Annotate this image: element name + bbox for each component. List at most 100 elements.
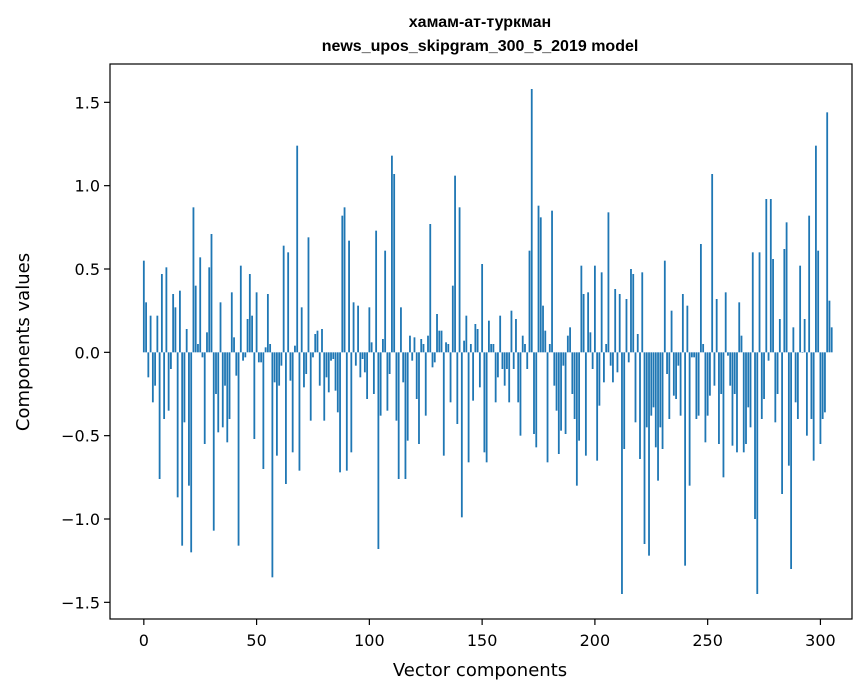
bar-50 — [255, 292, 258, 353]
bar-242 — [688, 352, 691, 486]
bar-69 — [298, 352, 301, 471]
bar-24 — [197, 344, 199, 353]
bar-240 — [684, 352, 687, 566]
bar-125 — [424, 352, 427, 416]
bar-49 — [253, 352, 256, 439]
bar-131 — [438, 330, 441, 353]
bar-204 — [603, 352, 605, 383]
bar-15 — [176, 352, 179, 498]
bar-249 — [704, 352, 707, 443]
bar-297 — [812, 352, 815, 461]
bar-302 — [824, 352, 826, 413]
bar-124 — [422, 344, 425, 353]
chart-subtitle: news_upos_skipgram_300_5_2019 model — [322, 38, 639, 55]
bar-156 — [494, 352, 497, 403]
bar-303 — [826, 112, 829, 353]
bar-151 — [483, 352, 486, 453]
bar-41 — [235, 352, 238, 376]
bar-44 — [242, 352, 244, 361]
bar-235 — [672, 352, 675, 396]
bar-215 — [627, 352, 630, 363]
bar-191 — [573, 352, 576, 419]
bar-183 — [555, 352, 558, 411]
bar-42 — [237, 352, 240, 546]
bar-66 — [291, 352, 294, 453]
bar-304 — [828, 300, 831, 353]
bar-212 — [621, 352, 623, 594]
bar-266 — [742, 352, 745, 453]
bar-100 — [368, 307, 371, 353]
bar-99 — [366, 352, 369, 399]
bar-92 — [350, 352, 353, 453]
bar-106 — [381, 339, 384, 353]
bar-72 — [305, 352, 308, 374]
bar-52 — [260, 352, 263, 363]
bar-205 — [605, 344, 608, 353]
bar-250 — [706, 352, 709, 416]
bar-187 — [564, 352, 567, 434]
bar-11 — [167, 352, 170, 411]
bar-10 — [165, 267, 168, 353]
bar-96 — [359, 352, 362, 378]
bar-146 — [472, 352, 475, 401]
bar-164 — [512, 352, 515, 369]
bar-217 — [632, 274, 635, 353]
chart-title: хамам-ат-туркман — [409, 14, 551, 31]
bar-101 — [370, 342, 373, 353]
bar-37 — [226, 352, 229, 443]
bar-274 — [760, 352, 763, 419]
bar-227 — [654, 352, 657, 448]
bar-168 — [521, 335, 524, 353]
bar-47 — [248, 274, 251, 353]
bar-85 — [334, 352, 337, 391]
bar-234 — [670, 310, 673, 353]
bar-117 — [406, 352, 409, 441]
bar-95 — [357, 305, 359, 353]
bar-39 — [230, 292, 233, 353]
bar-8 — [160, 274, 163, 353]
bar-224 — [648, 352, 650, 556]
bar-209 — [614, 289, 617, 353]
bar-280 — [774, 352, 777, 423]
bar-236 — [675, 352, 677, 399]
bar-128 — [431, 352, 434, 368]
bar-294 — [805, 352, 808, 436]
bar-301 — [821, 352, 824, 419]
bar-103 — [375, 230, 378, 353]
bar-185 — [560, 352, 562, 431]
bar-208 — [612, 352, 614, 383]
bar-169 — [524, 344, 526, 353]
bar-275 — [763, 352, 765, 399]
bar-184 — [557, 352, 560, 454]
bar-16 — [179, 290, 181, 353]
bar-150 — [481, 264, 484, 353]
bar-18 — [183, 352, 186, 423]
bar-283 — [781, 352, 783, 494]
bar-218 — [634, 352, 637, 423]
bar-188 — [566, 335, 569, 353]
bar-190 — [571, 352, 574, 394]
bar-81 — [325, 352, 328, 378]
bar-269 — [749, 352, 752, 428]
bar-226 — [652, 352, 655, 408]
bar-247 — [699, 244, 702, 353]
bar-82 — [327, 352, 330, 393]
bar-165 — [515, 319, 517, 353]
bar-281 — [776, 352, 779, 394]
bar-115 — [402, 352, 405, 383]
bar-277 — [767, 352, 770, 361]
bar-193 — [578, 352, 581, 441]
bar-0 — [142, 260, 145, 353]
bar-192 — [575, 352, 578, 486]
bar-84 — [332, 352, 335, 359]
bar-134 — [445, 342, 447, 353]
bar-28 — [206, 332, 208, 353]
bar-34 — [219, 302, 222, 353]
bar-102 — [372, 352, 375, 394]
bar-305 — [830, 327, 833, 353]
bar-77 — [316, 330, 319, 353]
bar-206 — [607, 212, 610, 353]
bar-176 — [539, 217, 542, 353]
bar-173 — [533, 352, 535, 434]
bar-113 — [397, 352, 400, 479]
